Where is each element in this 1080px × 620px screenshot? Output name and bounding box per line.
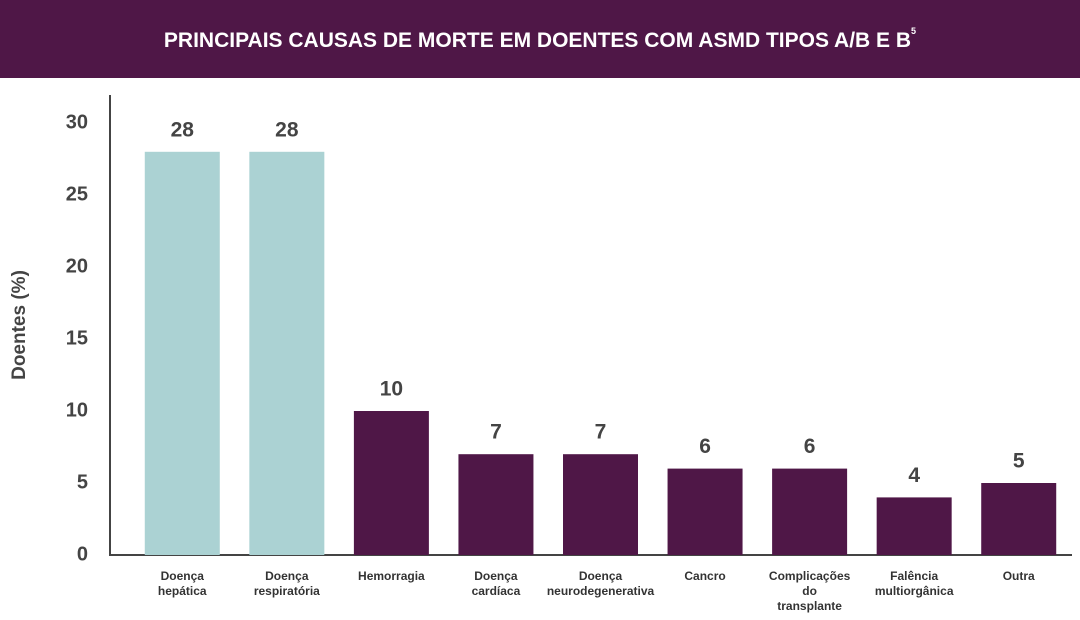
bar [563, 454, 638, 555]
x-tick-label: Doença [474, 569, 518, 583]
y-tick-label: 10 [66, 399, 88, 421]
x-tick-label: do [802, 584, 817, 598]
title-text: PRINCIPAIS CAUSAS DE MORTE EM DOENTES CO… [164, 29, 911, 52]
bar [981, 483, 1057, 555]
value-label: 28 [171, 118, 195, 141]
y-tick-label: 0 [77, 543, 88, 565]
bar [458, 454, 534, 555]
value-label: 6 [699, 435, 711, 458]
chart-title: PRINCIPAIS CAUSAS DE MORTE EM DOENTES CO… [164, 26, 916, 51]
x-tick-label: Hemorragia [358, 569, 425, 583]
x-tick-label: transplante [777, 599, 842, 613]
value-label: 4 [908, 464, 920, 487]
value-label: 6 [804, 435, 816, 458]
bar [876, 497, 952, 555]
x-tick-label: Doença [161, 569, 205, 583]
value-label: 7 [490, 421, 502, 444]
bar [667, 468, 743, 555]
x-tick-label: neurodegenerativa [547, 584, 655, 598]
y-tick-label: 30 [66, 111, 88, 133]
bar [772, 468, 848, 555]
value-label: 5 [1013, 450, 1025, 473]
y-tick-label: 15 [66, 327, 88, 349]
x-tick-label: cardíaca [472, 584, 521, 598]
x-tick-label: hepática [158, 584, 207, 598]
y-axis-label: Doentes (%) [9, 270, 30, 380]
x-tick-label: Outra [1003, 569, 1035, 583]
x-tick-label: Complicações [769, 569, 851, 583]
value-label: 10 [380, 378, 403, 401]
value-label: 28 [275, 118, 299, 141]
y-tick-label: 25 [66, 183, 88, 205]
x-tick-label: respiratória [254, 584, 320, 598]
y-tick-label: 5 [77, 471, 88, 493]
y-tick-label: 20 [66, 255, 88, 277]
x-tick-label: Doença [265, 569, 309, 583]
title-superscript: 5 [911, 26, 916, 36]
header-bar [0, 0, 1080, 78]
x-tick-label: Cancro [684, 569, 725, 583]
bar [144, 151, 220, 556]
x-tick-label: multiorgânica [875, 584, 954, 598]
bar [353, 411, 429, 555]
bar [249, 151, 325, 556]
value-label: 7 [595, 421, 607, 444]
x-tick-label: Doença [579, 569, 623, 583]
x-tick-label: Falência [890, 569, 938, 583]
